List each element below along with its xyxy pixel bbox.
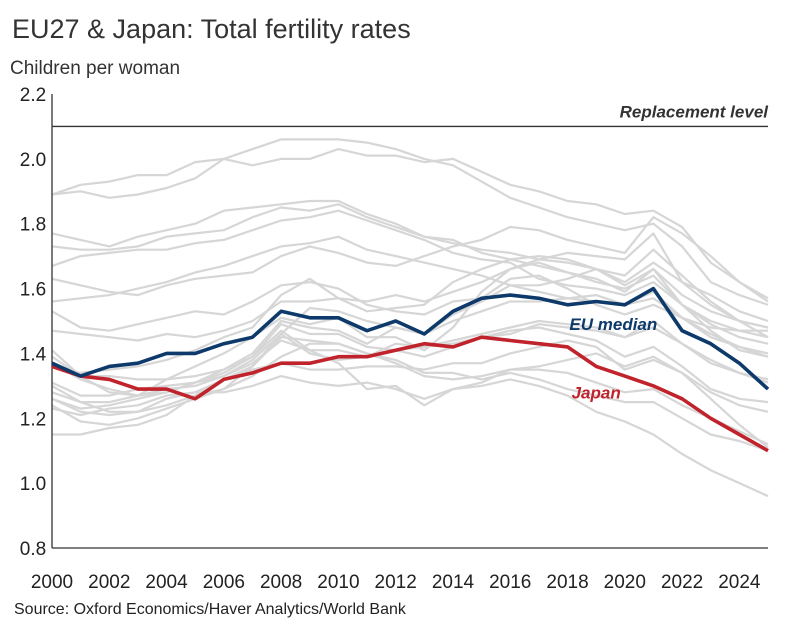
x-tick-label: 2012 bbox=[375, 572, 417, 593]
x-axis-tick-labels: 2000 2002 2004 2006 2008 2010 2012 2014 2016 2018… bbox=[31, 572, 761, 593]
x-tick-label: 2024 bbox=[718, 572, 761, 593]
background-series-line bbox=[51, 216, 769, 303]
replacement-level-label: Replacement level bbox=[620, 102, 770, 121]
highlight-series-group bbox=[51, 286, 770, 453]
y-tick-label: 1.4 bbox=[20, 344, 47, 365]
y-tick-label: 1.2 bbox=[20, 409, 46, 430]
background-series-group bbox=[51, 138, 769, 498]
background-series-line bbox=[51, 203, 769, 339]
x-tick-label: 2006 bbox=[203, 572, 245, 593]
y-tick-label: 2.0 bbox=[20, 150, 46, 171]
background-series-line bbox=[51, 274, 768, 332]
background-series-line bbox=[51, 232, 769, 381]
x-tick-label: 2018 bbox=[546, 572, 588, 593]
y-tick-label: 1.0 bbox=[20, 474, 46, 495]
x-tick-label: 2010 bbox=[317, 572, 359, 593]
y-tick-label: 1.8 bbox=[20, 215, 46, 236]
japan-label: Japan bbox=[572, 383, 621, 402]
x-tick-label: 2004 bbox=[145, 572, 188, 593]
background-series-line bbox=[51, 342, 769, 426]
x-tick-label: 2014 bbox=[432, 572, 475, 593]
x-tick-label: 2000 bbox=[31, 572, 73, 593]
background-series-line bbox=[51, 209, 769, 345]
series-line-japan bbox=[51, 335, 769, 453]
x-tick-label: 2002 bbox=[88, 572, 130, 593]
background-series-line bbox=[52, 339, 769, 449]
source-note: Source: Oxford Economics/Haver Analytics… bbox=[14, 601, 406, 618]
background-series-line bbox=[51, 336, 769, 452]
y-tick-label: 1.6 bbox=[20, 280, 46, 301]
x-tick-label: 2008 bbox=[260, 572, 302, 593]
x-tick-label: 2020 bbox=[604, 572, 646, 593]
y-axis-tick-labels: 0.8 1.0 1.2 1.4 1.6 1.8 2.0 2.2 bbox=[20, 85, 47, 560]
background-series-line bbox=[51, 290, 769, 404]
y-tick-label: 2.2 bbox=[20, 85, 46, 106]
background-series-line bbox=[51, 375, 769, 498]
background-series-line bbox=[51, 235, 769, 358]
series-line-eu-median bbox=[51, 286, 770, 391]
background-series-line bbox=[51, 255, 769, 374]
chart-title: EU27 & Japan: Total fertility rates bbox=[12, 14, 411, 44]
background-series-line bbox=[51, 199, 769, 339]
y-axis-unit-label: Children per woman bbox=[10, 58, 181, 79]
x-tick-label: 2016 bbox=[489, 572, 531, 593]
eu-median-label: EU median bbox=[569, 315, 657, 334]
axes bbox=[51, 94, 768, 549]
background-series-line bbox=[51, 148, 769, 300]
x-tick-label: 2022 bbox=[661, 572, 703, 593]
y-tick-label: 0.8 bbox=[20, 539, 46, 560]
